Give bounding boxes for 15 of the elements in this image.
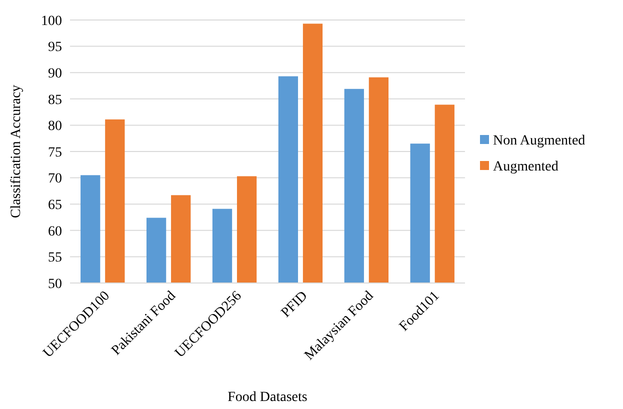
- y-tick-label: 85: [48, 92, 62, 108]
- y-tick-label: 60: [48, 224, 62, 240]
- legend-label: Augmented: [493, 159, 558, 174]
- y-tick-label: 55: [48, 250, 62, 266]
- y-tick-label: 50: [48, 276, 62, 292]
- y-tick-label: 100: [41, 14, 62, 29]
- y-axis-title: Classification Accuracy: [9, 84, 24, 218]
- y-tick-label: 75: [48, 145, 62, 160]
- y-tick-label: 95: [48, 40, 62, 56]
- legend-label: Non Augmented: [493, 133, 586, 148]
- y-tick-label: 80: [48, 119, 62, 134]
- y-tick-label: 90: [48, 66, 62, 82]
- y-tick-label: 65: [48, 198, 62, 213]
- y-tick-label: 70: [48, 172, 62, 187]
- x-axis-title: Food Datasets: [228, 390, 308, 405]
